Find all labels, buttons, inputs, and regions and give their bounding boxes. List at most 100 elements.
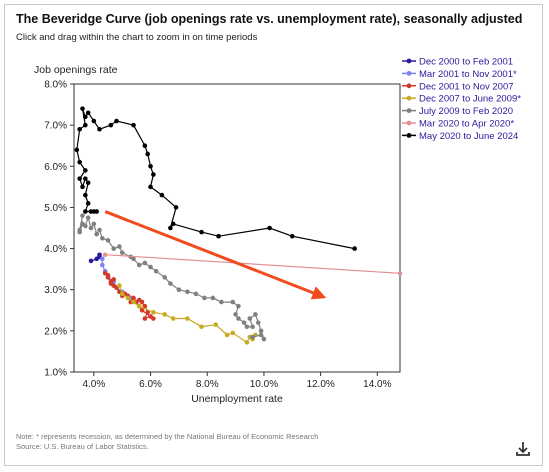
data-point[interactable] [91,221,97,227]
data-point[interactable] [125,295,131,301]
data-point[interactable] [142,143,148,149]
legend-item[interactable]: Mar 2001 to Nov 2001* [402,69,517,80]
data-point[interactable] [216,233,221,239]
data-point[interactable] [119,250,125,255]
data-point[interactable] [145,151,151,157]
data-point[interactable] [131,299,136,305]
data-point[interactable] [108,122,114,128]
data-point[interactable] [136,262,142,268]
data-point[interactable] [80,106,85,111]
data-point[interactable] [139,307,145,313]
data-point[interactable] [193,291,199,297]
data-point[interactable] [131,295,136,301]
data-point[interactable] [77,126,82,132]
data-point[interactable] [219,299,224,305]
data-point[interactable] [114,118,119,124]
data-point[interactable] [108,281,114,286]
data-point[interactable] [230,299,236,305]
data-point[interactable] [244,324,250,330]
legend-item[interactable]: May 2020 to June 2024 [402,131,518,142]
data-point[interactable] [255,320,261,325]
data-point[interactable] [94,209,99,214]
data-point[interactable] [85,110,91,116]
data-point[interactable] [100,235,105,241]
data-point[interactable] [397,270,403,276]
data-point[interactable] [111,246,116,251]
data-point[interactable] [100,262,105,268]
data-point[interactable] [162,275,168,280]
data-point[interactable] [142,316,148,321]
data-point[interactable] [111,277,116,282]
data-point[interactable] [213,322,219,327]
legend-item[interactable]: Dec 2007 to June 2009* [402,94,521,105]
data-point[interactable] [117,283,122,288]
data-point[interactable] [258,332,264,338]
data-point[interactable] [176,287,182,293]
data-point[interactable] [97,252,102,258]
data-point[interactable] [233,312,238,317]
data-point[interactable] [131,122,136,128]
data-point[interactable] [85,180,91,186]
data-point[interactable] [162,312,168,317]
data-point[interactable] [210,295,216,301]
data-point[interactable] [119,291,125,297]
data-point[interactable] [151,310,156,315]
data-point[interactable] [88,225,94,231]
data-point[interactable] [352,246,357,251]
data-point[interactable] [83,114,88,120]
download-button[interactable] [514,440,532,458]
data-point[interactable] [168,281,173,286]
data-point[interactable] [142,303,148,309]
data-point[interactable] [224,332,230,338]
data-point[interactable] [267,225,272,231]
data-point[interactable] [102,252,108,258]
legend-item[interactable]: Mar 2020 to Apr 2020* [402,119,514,130]
data-point[interactable] [91,118,97,124]
data-point[interactable] [151,172,156,177]
data-point[interactable] [85,215,91,221]
data-point[interactable] [80,213,85,218]
data-point[interactable] [97,227,102,233]
data-point[interactable] [148,184,153,190]
data-point[interactable] [148,163,153,169]
data-point[interactable] [250,324,255,330]
data-point[interactable] [247,316,253,321]
data-point[interactable] [199,324,204,330]
data-point[interactable] [97,126,102,132]
data-point[interactable] [94,231,99,237]
data-point[interactable] [236,303,241,309]
data-point[interactable] [105,238,111,243]
data-point[interactable] [173,205,179,210]
data-point[interactable] [159,192,165,198]
data-point[interactable] [168,225,173,231]
data-point[interactable] [151,316,156,321]
data-point[interactable] [85,201,91,206]
data-point[interactable] [83,168,88,173]
data-point[interactable] [241,320,247,325]
data-point[interactable] [74,147,80,153]
data-point[interactable] [202,295,207,301]
data-point[interactable] [77,227,82,233]
data-point[interactable] [244,340,250,345]
legend-item[interactable]: Dec 2000 to Feb 2001 [402,57,513,68]
data-point[interactable] [250,334,255,340]
data-point[interactable] [185,289,190,295]
data-point[interactable] [230,330,236,336]
legend-item[interactable]: July 2009 to Feb 2020 [402,106,513,117]
data-point[interactable] [77,159,82,165]
data-point[interactable] [236,316,241,321]
data-point[interactable] [148,264,153,270]
data-point[interactable] [83,176,88,181]
data-point[interactable] [83,192,88,198]
data-point[interactable] [136,303,142,309]
data-point[interactable] [153,268,159,274]
data-point[interactable] [261,336,267,342]
data-point[interactable] [142,260,148,266]
data-point[interactable] [170,221,176,227]
data-point[interactable] [253,312,258,317]
data-point[interactable] [117,244,122,249]
data-point[interactable] [289,233,295,239]
data-point[interactable] [145,310,151,315]
